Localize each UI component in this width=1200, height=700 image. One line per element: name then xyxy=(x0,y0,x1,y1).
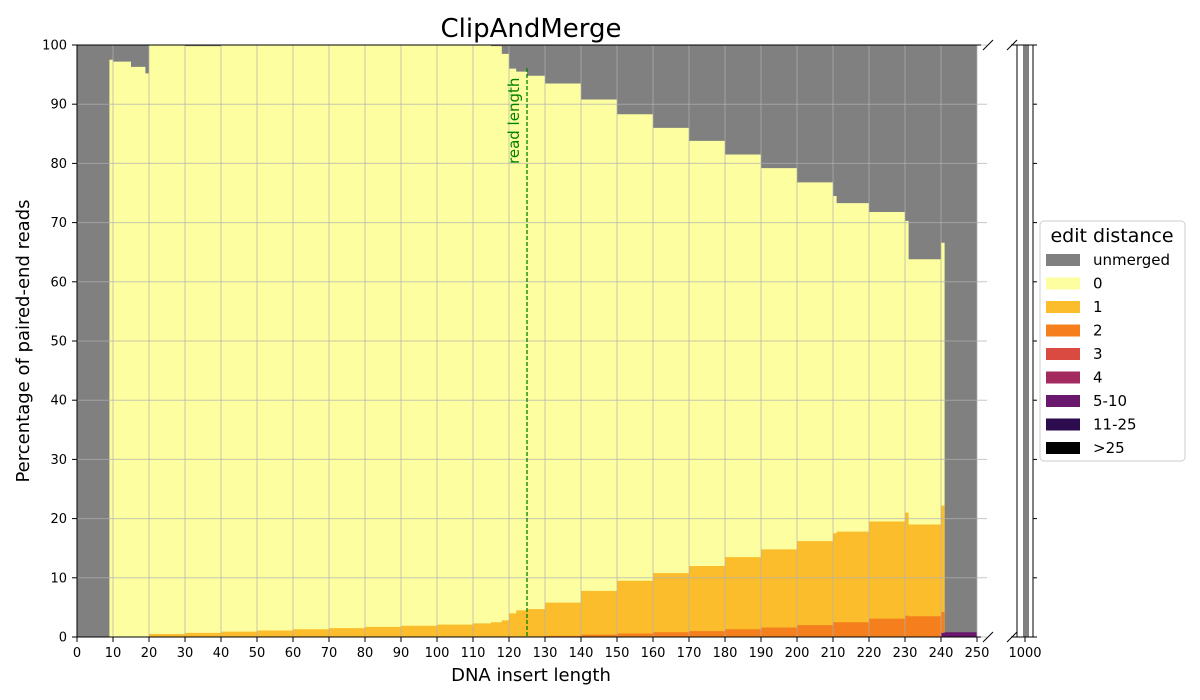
x-tick-label: 20 xyxy=(141,646,158,661)
legend-label: >25 xyxy=(1093,439,1125,457)
legend-swatch xyxy=(1046,277,1080,290)
x-tick-label: 240 xyxy=(929,646,954,661)
x-tick-label: 100 xyxy=(425,646,450,661)
y-tick-label: 0 xyxy=(59,631,67,646)
legend-label: 1 xyxy=(1093,298,1103,316)
x-tick-label: 230 xyxy=(893,646,918,661)
x-tick-label: 200 xyxy=(785,646,810,661)
x-tick-label: 40 xyxy=(213,646,230,661)
legend-label: 4 xyxy=(1093,369,1103,387)
y-axis-title: Percentage of paired-end reads xyxy=(13,199,34,482)
y-tick-label: 60 xyxy=(50,275,67,290)
x-tick-label: 90 xyxy=(393,646,410,661)
legend: edit distance unmerged 0 1 2 3 4 5-10 11-25 >25 xyxy=(1039,220,1186,462)
break-panel-unmerged-bar xyxy=(1023,45,1029,637)
legend-swatch xyxy=(1046,395,1080,407)
plot-grid xyxy=(76,44,987,638)
legend-swatch xyxy=(1046,442,1080,454)
y-tick-label: 50 xyxy=(50,335,67,350)
legend-label: 11-25 xyxy=(1093,416,1137,434)
x-tick-label: 160 xyxy=(641,646,666,661)
x-tick-label: 220 xyxy=(857,646,882,661)
y-tick-label: 10 xyxy=(50,571,67,586)
series-2-area xyxy=(77,612,977,637)
x-tick-label: 80 xyxy=(357,646,374,661)
x-tick-label: 110 xyxy=(461,646,486,661)
axis-break-mark xyxy=(1006,39,1018,51)
series-1-area xyxy=(77,505,977,637)
y-tick-label: 30 xyxy=(50,453,67,468)
legend-label: 5-10 xyxy=(1093,392,1127,410)
x-tick-label: 170 xyxy=(677,646,702,661)
x-tick-label: 250 xyxy=(965,646,990,661)
break-panel-x-tick-label: 1000 xyxy=(1008,646,1041,661)
legend-swatch xyxy=(1046,418,1080,431)
x-tick-label: 130 xyxy=(533,646,558,661)
legend-swatch xyxy=(1046,371,1080,384)
legend-title: edit distance xyxy=(1050,225,1173,247)
legend-swatch xyxy=(1046,254,1080,266)
x-axis-title: DNA insert length xyxy=(451,665,611,686)
chart-title: ClipAndMerge xyxy=(440,14,621,44)
y-tick-label: 100 xyxy=(42,39,67,54)
read-length-label: read length xyxy=(505,78,523,164)
x-tick-label: 0 xyxy=(73,646,81,661)
x-tick-label: 140 xyxy=(569,646,594,661)
legend-swatch xyxy=(1046,348,1080,360)
legend-swatch xyxy=(1046,301,1080,313)
y-tick-label: 40 xyxy=(50,394,67,409)
axis-break-mark xyxy=(982,631,994,643)
legend-label: 3 xyxy=(1093,345,1103,363)
axis-break-mark xyxy=(982,39,994,51)
x-tick-label: 120 xyxy=(497,646,522,661)
y-tick-label: 70 xyxy=(50,216,67,231)
y-tick-label: 80 xyxy=(50,157,67,172)
legend-label: 2 xyxy=(1093,322,1103,340)
x-tick-label: 190 xyxy=(749,646,774,661)
x-tick-label: 30 xyxy=(177,646,194,661)
legend-label: unmerged xyxy=(1093,251,1170,269)
legend-label: 0 xyxy=(1093,275,1103,293)
x-tick-label: 50 xyxy=(249,646,266,661)
x-tick-label: 150 xyxy=(605,646,630,661)
x-tick-label: 70 xyxy=(321,646,338,661)
x-tick-label: 180 xyxy=(713,646,738,661)
y-tick-label: 90 xyxy=(50,98,67,113)
plot-annotations: read length xyxy=(505,68,528,637)
x-tick-label: 60 xyxy=(285,646,302,661)
axis-break-mark xyxy=(1006,631,1018,643)
legend-items: unmerged 0 1 2 3 4 5-10 11-25 >25 xyxy=(1046,251,1170,457)
x-tick-label: 210 xyxy=(821,646,846,661)
x-tick-label: 10 xyxy=(105,646,122,661)
legend-swatch xyxy=(1046,324,1080,337)
y-tick-label: 20 xyxy=(50,512,67,527)
